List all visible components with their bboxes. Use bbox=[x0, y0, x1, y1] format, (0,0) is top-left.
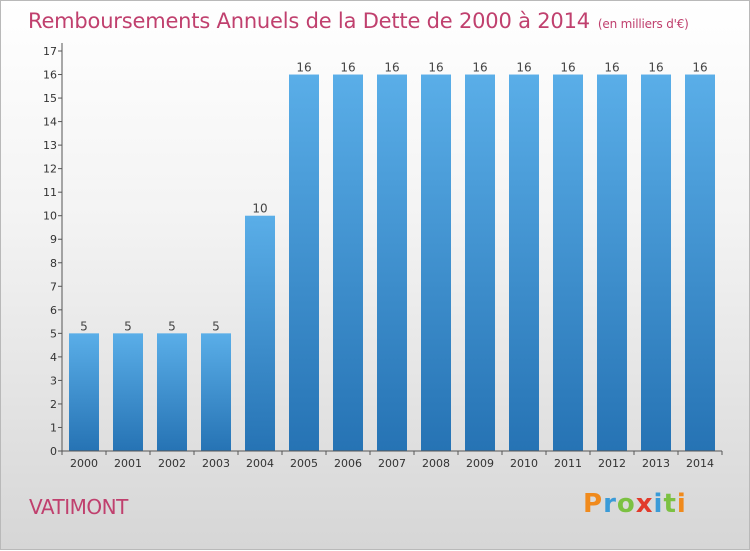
proxiti-letter: o bbox=[616, 489, 636, 519]
bar-2013 bbox=[641, 74, 671, 451]
data-label-2007: 16 bbox=[384, 61, 399, 75]
y-tick-label-14: 14 bbox=[43, 116, 57, 129]
x-tick-label-2006: 2006 bbox=[334, 457, 362, 470]
data-label-2000: 5 bbox=[80, 319, 88, 333]
bar-2002 bbox=[157, 333, 187, 451]
proxiti-letter: P bbox=[583, 489, 604, 519]
commune-name: VATIMONT bbox=[29, 495, 128, 519]
x-tick-label-2014: 2014 bbox=[686, 457, 714, 470]
x-tick-label-2011: 2011 bbox=[554, 457, 582, 470]
y-tick-label-8: 8 bbox=[50, 257, 57, 270]
bar-2004 bbox=[245, 215, 275, 451]
data-label-2013: 16 bbox=[648, 61, 663, 75]
y-tick-label-9: 9 bbox=[50, 233, 57, 246]
title-text: Remboursements Annuels de la Dette de 20… bbox=[28, 9, 590, 33]
bar-2010 bbox=[509, 74, 539, 451]
x-tick-label-2010: 2010 bbox=[510, 457, 538, 470]
x-tick-label-2000: 2000 bbox=[70, 457, 98, 470]
data-label-2006: 16 bbox=[340, 61, 355, 75]
bar-2001 bbox=[113, 333, 143, 451]
data-label-2001: 5 bbox=[124, 319, 132, 333]
proxiti-logo: Proxiti bbox=[583, 489, 687, 519]
chart-subtitle: (en milliers d'€) bbox=[597, 17, 689, 31]
y-tick-label-11: 11 bbox=[43, 186, 57, 199]
y-tick-label-4: 4 bbox=[50, 351, 57, 364]
x-tick-label-2005: 2005 bbox=[290, 457, 318, 470]
chart-title: Remboursements Annuels de la Dette de 20… bbox=[28, 9, 689, 33]
y-tick-label-6: 6 bbox=[50, 304, 57, 317]
data-label-2009: 16 bbox=[472, 61, 487, 75]
x-tick-label-2009: 2009 bbox=[466, 457, 494, 470]
x-tick-label-2003: 2003 bbox=[202, 457, 230, 470]
data-label-2014: 16 bbox=[692, 61, 707, 75]
data-label-2004: 10 bbox=[252, 202, 267, 216]
proxiti-letter: r bbox=[603, 489, 617, 519]
data-label-2010: 16 bbox=[516, 61, 531, 75]
bar-2007 bbox=[377, 74, 407, 451]
bar-2011 bbox=[553, 74, 583, 451]
y-tick-label-1: 1 bbox=[50, 421, 57, 434]
bar-2006 bbox=[333, 74, 363, 451]
y-tick-label-16: 16 bbox=[43, 69, 57, 82]
bar-2003 bbox=[201, 333, 231, 451]
data-label-2005: 16 bbox=[296, 61, 311, 75]
proxiti-letter: i bbox=[676, 489, 687, 519]
proxiti-letter: x bbox=[635, 489, 654, 519]
x-tick-label-2007: 2007 bbox=[378, 457, 406, 470]
y-tick-label-12: 12 bbox=[43, 163, 57, 176]
y-tick-label-10: 10 bbox=[43, 210, 57, 223]
proxiti-letter: t bbox=[663, 489, 677, 519]
x-tick-label-2002: 2002 bbox=[158, 457, 186, 470]
y-tick-label-3: 3 bbox=[50, 374, 57, 387]
data-label-2002: 5 bbox=[168, 319, 176, 333]
y-tick-label-17: 17 bbox=[43, 45, 57, 58]
bar-2014 bbox=[685, 74, 715, 451]
proxiti-letter: i bbox=[653, 489, 664, 519]
data-label-2011: 16 bbox=[560, 61, 575, 75]
y-tick-label-7: 7 bbox=[50, 280, 57, 293]
x-tick-label-2004: 2004 bbox=[246, 457, 274, 470]
y-tick-label-2: 2 bbox=[50, 398, 57, 411]
bar-2009 bbox=[465, 74, 495, 451]
data-label-2003: 5 bbox=[212, 319, 220, 333]
bar-2008 bbox=[421, 74, 451, 451]
x-tick-label-2008: 2008 bbox=[422, 457, 450, 470]
y-tick-label-13: 13 bbox=[43, 139, 57, 152]
x-tick-label-2012: 2012 bbox=[598, 457, 626, 470]
y-tick-label-15: 15 bbox=[43, 92, 57, 105]
x-tick-label-2013: 2013 bbox=[642, 457, 670, 470]
data-label-2008: 16 bbox=[428, 61, 443, 75]
bar-2012 bbox=[597, 74, 627, 451]
bar-2000 bbox=[69, 333, 99, 451]
data-label-2012: 16 bbox=[604, 61, 619, 75]
y-tick-label-5: 5 bbox=[50, 327, 57, 340]
x-tick-label-2001: 2001 bbox=[114, 457, 142, 470]
y-tick-label-0: 0 bbox=[50, 445, 57, 458]
bar-2005 bbox=[289, 74, 319, 451]
